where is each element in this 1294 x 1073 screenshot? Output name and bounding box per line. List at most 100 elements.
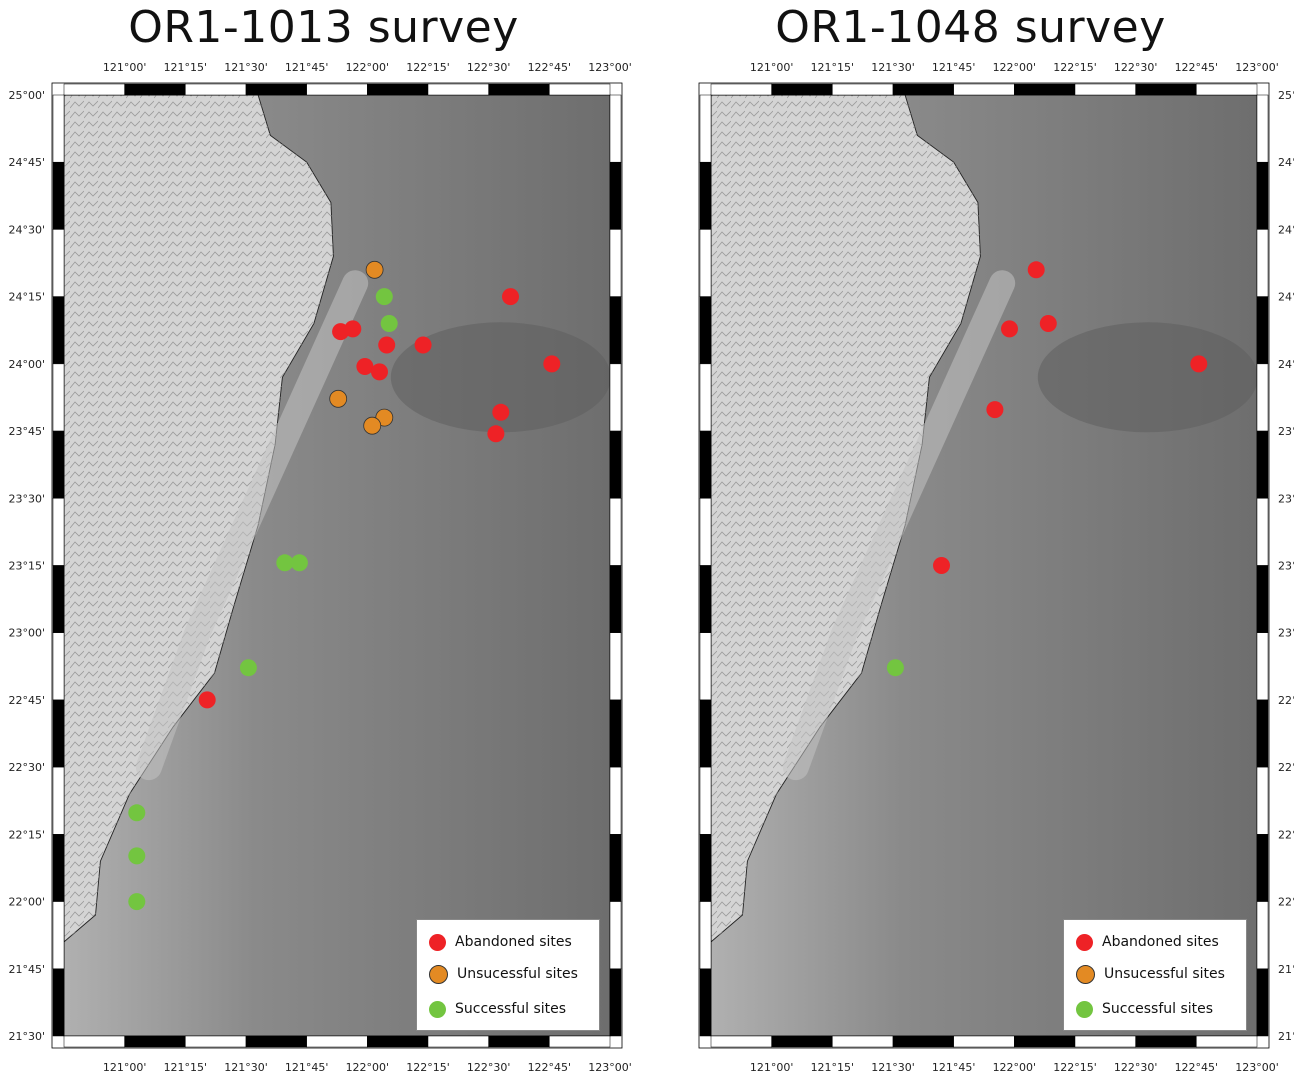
basemap	[64, 95, 610, 1036]
lon-tick-label: 123°00'	[588, 1061, 632, 1073]
lon-tick-label: 122°00'	[346, 1061, 390, 1073]
legend-item-abandoned: Abandoned sites	[417, 932, 572, 952]
lat-tick-label: 23°15'	[8, 560, 45, 573]
frame-segment	[367, 83, 429, 96]
lon-tick-label: 123°00'	[1235, 1061, 1279, 1073]
frame-segment	[699, 766, 712, 835]
lat-tick-label: 23°30'	[1278, 492, 1294, 505]
abandoned-marker-icon	[429, 933, 446, 951]
lon-tick-label: 123°00'	[588, 61, 632, 74]
ridge-shade	[782, 270, 1016, 781]
basemap	[711, 95, 1257, 1036]
frame-segment	[953, 83, 1015, 96]
abandoned-site-marker	[986, 401, 1004, 419]
basin-shade	[390, 322, 610, 433]
frame-segment	[609, 766, 622, 835]
map-title: OR1-1013 survey	[128, 2, 519, 53]
lon-tick-label: 121°30'	[224, 1061, 268, 1073]
frame-segment	[1256, 901, 1269, 970]
map-panel-or1-1048: OR1-1048 survey 121°00' 121°00' 121°15' 121…	[647, 0, 1294, 1073]
lon-tick-label: 122°45'	[1175, 61, 1219, 74]
lon-tick-label: 122°15'	[406, 61, 450, 74]
frame-segment	[609, 699, 622, 768]
frame-segment	[609, 901, 622, 970]
lat-tick-label: 25°00'	[8, 89, 45, 102]
successful-site-marker	[375, 288, 393, 306]
frame-segment	[124, 83, 186, 96]
lon-tick-label: 122°00'	[993, 1061, 1037, 1073]
lon-tick-label: 122°45'	[1175, 1061, 1219, 1073]
frame-segment	[609, 834, 622, 902]
lon-tick-label: 122°00'	[346, 61, 390, 74]
frame-segment	[306, 1035, 368, 1048]
abandoned-site-marker	[1039, 315, 1057, 332]
frame-segment	[52, 363, 65, 432]
lat-tick-label: 24°00'	[8, 358, 45, 371]
frame-segment	[52, 229, 65, 297]
frame-segment	[185, 83, 247, 96]
frame-segment	[1135, 83, 1197, 96]
frame-segment	[710, 1035, 772, 1048]
unsuccessful-marker-icon	[429, 964, 448, 984]
successful-site-marker	[128, 847, 146, 865]
lon-tick-label: 121°45'	[285, 61, 329, 74]
abandoned-site-marker	[487, 425, 505, 443]
lat-tick-label: 21°45'	[1278, 963, 1294, 976]
frame-segment	[52, 430, 65, 499]
abandoned-site-marker	[1001, 320, 1018, 338]
abandoned-site-marker	[502, 288, 519, 306]
frame-segment	[52, 632, 65, 701]
frame-segment	[1256, 632, 1269, 701]
frame-segment	[1256, 699, 1269, 768]
lat-tick-label: 25°00'	[1278, 89, 1294, 102]
lon-tick-label: 121°45'	[932, 61, 976, 74]
frame-segment	[427, 1035, 489, 1048]
unsuccessful-site-marker	[329, 389, 348, 408]
lon-tick-label: 122°30'	[1114, 1061, 1158, 1073]
frame-segment	[52, 968, 65, 1037]
frame-segment	[699, 296, 712, 365]
frame-segment	[1074, 83, 1136, 96]
frame-segment	[124, 1035, 186, 1048]
frame-segment	[699, 699, 712, 768]
successful-site-marker	[128, 804, 146, 822]
frame-segment	[609, 498, 622, 566]
lon-tick-label: 121°45'	[932, 1061, 976, 1073]
frame-segment	[699, 161, 712, 230]
successful-site-marker	[276, 554, 294, 572]
frame-segment	[245, 83, 307, 96]
frame-segment	[609, 430, 622, 499]
legend-item-unsuccessful: Unsucessful sites	[1064, 964, 1225, 984]
frame-segment	[1256, 766, 1269, 835]
frame-segment	[1135, 1035, 1197, 1048]
lat-tick-label: 24°30'	[1278, 223, 1294, 236]
legend-item-unsuccessful: Unsucessful sites	[417, 964, 578, 984]
frame-segment	[892, 1035, 954, 1048]
unsuccessful-site-marker	[365, 260, 384, 279]
lon-tick-label: 122°45'	[528, 61, 572, 74]
frame-segment	[953, 1035, 1015, 1048]
legend-label: Unsucessful sites	[457, 966, 578, 982]
frame-segment	[52, 699, 65, 768]
frame-segment	[63, 83, 125, 96]
frame-segment	[52, 498, 65, 566]
frame-segment	[1256, 161, 1269, 230]
abandoned-site-marker	[933, 557, 950, 574]
abandoned-marker-icon	[1076, 933, 1093, 951]
frame-segment	[1014, 1035, 1076, 1048]
frame-segment	[427, 83, 489, 96]
frame-segment	[609, 296, 622, 365]
successful-site-marker	[290, 554, 308, 572]
lat-tick-label: 22°30'	[8, 761, 45, 774]
legend-label: Unsucessful sites	[1104, 966, 1225, 982]
legend-item-successful: Successful sites	[417, 999, 566, 1019]
frame-segment	[52, 565, 65, 633]
frame-segment	[52, 94, 65, 163]
lat-tick-label: 21°45'	[8, 963, 45, 976]
frame-segment	[609, 229, 622, 297]
legend-label: Successful sites	[455, 1001, 567, 1017]
frame-segment	[699, 94, 712, 163]
frame-segment	[488, 1035, 550, 1048]
frame-segment	[1196, 83, 1258, 96]
abandoned-site-marker	[378, 336, 396, 354]
